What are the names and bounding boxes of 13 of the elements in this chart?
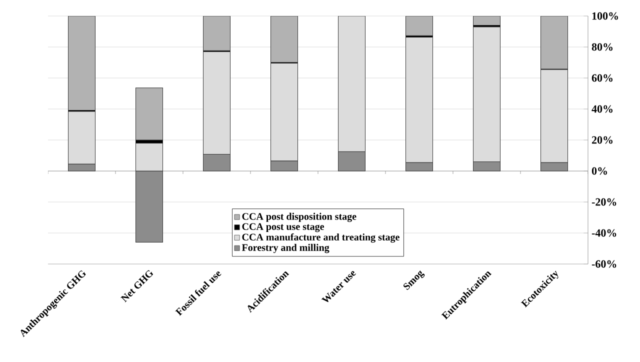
y-tick-label: 0% <box>592 167 607 175</box>
y-tick-label: 20% <box>592 136 612 144</box>
y-tick-label: 40% <box>592 105 612 113</box>
y-tick-label: 100% <box>592 12 618 20</box>
y-tick-label: 80% <box>592 43 612 51</box>
legend-label: Forestry and milling <box>242 244 330 254</box>
y-tick-label: -60% <box>592 260 616 268</box>
y-tick-label: 60% <box>592 74 612 82</box>
legend-label: CCA manufacture and treating stage <box>242 233 400 243</box>
y-tick-label: -40% <box>592 229 616 237</box>
legend-label: CCA post disposition stage <box>242 212 356 222</box>
y-tick-label: -20% <box>592 198 616 206</box>
legend-label: CCA post use stage <box>242 223 324 232</box>
